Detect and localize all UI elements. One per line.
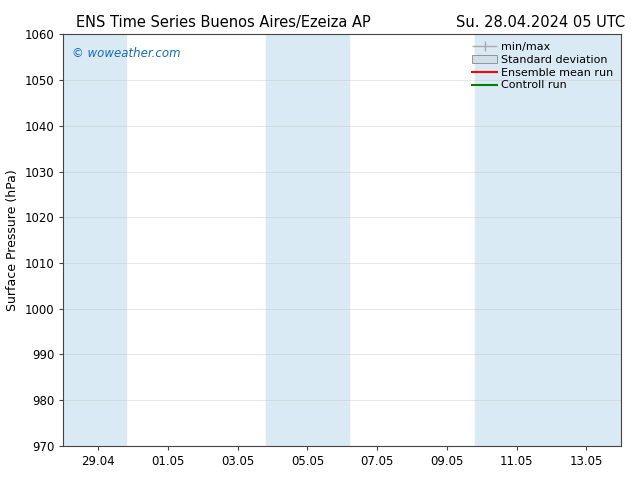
- Bar: [63, 34, 126, 446]
- Text: © woweather.com: © woweather.com: [72, 47, 181, 60]
- Y-axis label: Surface Pressure (hPa): Surface Pressure (hPa): [6, 169, 19, 311]
- Legend: min/max, Standard deviation, Ensemble mean run, Controll run: min/max, Standard deviation, Ensemble me…: [468, 38, 618, 95]
- Bar: [266, 34, 349, 446]
- Text: Su. 28.04.2024 05 UTC: Su. 28.04.2024 05 UTC: [456, 15, 626, 30]
- Text: ENS Time Series Buenos Aires/Ezeiza AP: ENS Time Series Buenos Aires/Ezeiza AP: [76, 15, 371, 30]
- Bar: [475, 34, 621, 446]
